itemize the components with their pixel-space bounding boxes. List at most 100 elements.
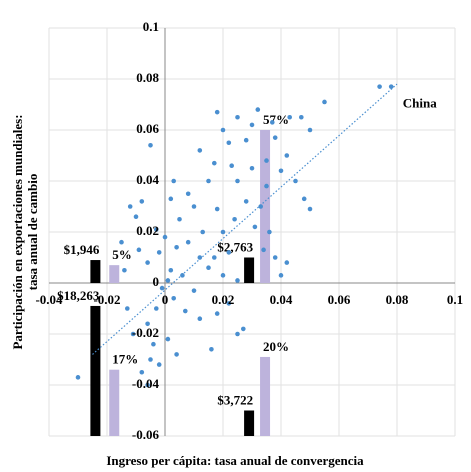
point (174, 245, 179, 250)
point (148, 143, 153, 148)
point (322, 99, 327, 105)
point (307, 206, 313, 212)
point (249, 122, 255, 128)
y-axis-title: tasa anual de cambio (25, 174, 40, 291)
point (145, 382, 150, 388)
point (270, 120, 275, 125)
point (232, 216, 237, 222)
point (243, 137, 249, 143)
point (261, 247, 266, 253)
point (388, 84, 394, 89)
point (145, 321, 150, 327)
y-tick-label: 0.06 (136, 121, 159, 136)
point (154, 306, 159, 311)
y-tick-label: 0.02 (136, 223, 159, 238)
point (235, 331, 240, 337)
point (156, 362, 162, 367)
point (220, 127, 226, 133)
point (197, 255, 203, 260)
x-axis-title: Ingreso per cápita: tasa anual de conver… (106, 453, 364, 468)
point (139, 199, 145, 204)
point (197, 316, 203, 322)
point (180, 273, 185, 278)
point (226, 140, 232, 146)
bar-label: $1,946 (64, 242, 100, 257)
point (119, 239, 124, 245)
point (136, 247, 142, 253)
point (151, 341, 156, 347)
y-tick-label: 0.1 (143, 19, 159, 34)
x-tick-label: 0.1 (447, 292, 463, 307)
point (235, 114, 240, 120)
point (125, 306, 130, 311)
bar (109, 369, 120, 436)
bar (260, 356, 271, 436)
bar (260, 130, 271, 283)
point (287, 114, 293, 120)
point (156, 250, 162, 255)
point (264, 158, 269, 163)
point (183, 308, 188, 314)
point (258, 204, 264, 209)
point (278, 273, 284, 278)
point (185, 239, 191, 245)
x-tick-label: -0.02 (93, 292, 120, 307)
point (241, 326, 246, 332)
x-tick-label: 0.02 (212, 292, 235, 307)
point-label: China (403, 95, 437, 110)
point (165, 336, 171, 342)
point (127, 204, 133, 209)
point (197, 148, 203, 153)
y-tick-label: -0.04 (132, 376, 160, 391)
x-tick-label: 0.06 (328, 292, 351, 307)
x-tick-label: 0.08 (386, 292, 409, 307)
point (212, 255, 217, 260)
bar-label: 20% (263, 339, 289, 354)
point (139, 369, 145, 375)
point (200, 229, 205, 235)
bar-label: $3,722 (217, 392, 253, 407)
point (191, 288, 197, 293)
point (171, 178, 176, 184)
point (171, 296, 176, 301)
point (235, 178, 240, 184)
bar (90, 305, 101, 436)
y-tick-label: -0.06 (132, 427, 160, 442)
bar (109, 265, 120, 283)
point (377, 84, 382, 89)
bar (244, 410, 255, 436)
point (209, 347, 214, 352)
point (307, 127, 313, 133)
trendline (92, 83, 398, 355)
point (162, 234, 168, 240)
point (214, 206, 220, 212)
point (130, 331, 136, 337)
bar-label: $18,263 (57, 288, 100, 303)
point (255, 107, 261, 112)
point (226, 301, 232, 306)
bar-label: 17% (112, 352, 138, 367)
point (159, 285, 165, 291)
x-tick-label: 0 (162, 292, 169, 307)
point (206, 178, 211, 184)
bar-label: $2,763 (217, 239, 253, 254)
point (272, 255, 278, 260)
point (168, 196, 174, 202)
point (284, 153, 290, 158)
point (191, 204, 197, 209)
point (299, 114, 304, 120)
y-tick-label: 0.04 (136, 172, 159, 187)
x-tick-label: 0.04 (270, 292, 293, 307)
point (212, 160, 217, 166)
point (154, 227, 159, 232)
y-tick-label: -0.02 (132, 325, 159, 340)
point (122, 267, 127, 273)
point (267, 229, 272, 235)
x-tick-label: -0.04 (35, 292, 63, 307)
point (145, 260, 150, 265)
point (293, 178, 298, 184)
point (165, 278, 171, 283)
point (177, 216, 182, 222)
point (206, 265, 211, 271)
